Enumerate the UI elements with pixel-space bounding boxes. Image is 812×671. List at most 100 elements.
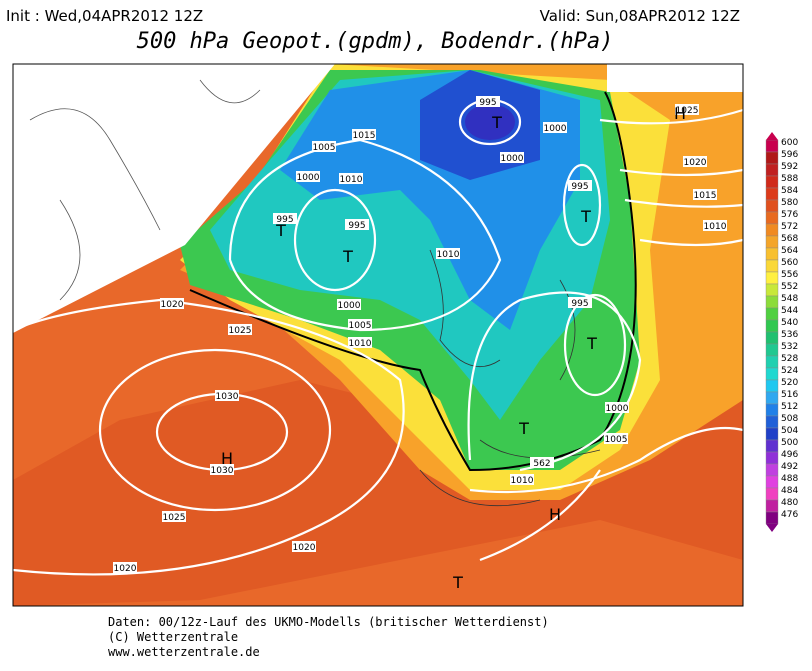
isobar-label-box [683,156,707,167]
isobar-label: 1000 [338,301,361,311]
colorbar-label: 476 [781,510,798,520]
colorbar-cell [765,163,779,177]
colorbar-cell [765,475,779,489]
isobar-label-box [568,297,592,308]
colorbar-label: 496 [781,450,798,460]
colorbar-cell [765,391,779,405]
outside-domain [607,64,743,92]
colorbar-label: 600 [781,138,798,148]
colorbar-cell [765,511,779,525]
isobar-label-box [675,104,699,115]
pressure-center: T [452,573,463,592]
colorbar-label: 544 [781,306,798,316]
map-frame [12,63,744,607]
isobar-label-box [510,474,534,485]
isobar-label-box [210,464,234,475]
isobar-label: 1005 [313,143,336,153]
colorbar-cell [765,139,779,153]
colorbar-label: 556 [781,270,798,280]
isobar-label-box [345,219,369,230]
colorbar-label: 500 [781,438,798,448]
colorbar-label: 516 [781,390,798,400]
colorbar-label: 560 [781,258,798,268]
pressure-center: T [275,221,286,240]
isobar-label: 1000 [606,404,629,414]
colorbar-cell [765,211,779,225]
pressure-center: T [586,334,597,353]
isobar-label: 995 [348,221,365,231]
isobar-label: 562 [533,459,550,469]
isobar-label-box [500,152,524,163]
colorbar-cell [765,451,779,465]
colorbar-label: 492 [781,462,798,472]
isobar-label-box [604,433,628,444]
colorbar-cell [765,403,779,417]
colorbar-tip [766,132,778,140]
colorbar-label: 540 [781,318,798,328]
isobar-label: 1000 [297,173,320,183]
isobar-label: 1010 [511,476,534,486]
pressure-center: H [549,505,561,524]
colorbar-cell [765,175,779,189]
colorbar-cell [765,307,779,321]
colorbar-label: 536 [781,330,798,340]
isobar-label: 1020 [114,564,137,574]
colorbar-cell [765,463,779,477]
valid-time: Valid: Sun,08APR2012 12Z [540,7,740,25]
colorbar-cell [765,427,779,441]
colorbar-cell [765,235,779,249]
colorbar-label: 596 [781,150,798,160]
isobar-label: 995 [571,299,588,309]
colorbar-label: 488 [781,474,798,484]
colorbar-cell [765,343,779,357]
isobar-label-box [312,141,336,152]
colorbar-cell [765,223,779,237]
isobar-label-box [693,189,717,200]
pressure-center: T [518,419,529,438]
isobar-label: 1020 [684,158,707,168]
colorbar-cell [765,439,779,453]
isobar-label-box [292,541,316,552]
colorbar-label: 584 [781,186,798,196]
colorbar-label: 576 [781,210,798,220]
isobar-label: 1030 [216,392,239,402]
isobar-label-box [337,299,361,310]
zone-core [465,104,515,140]
isobar-label: 1005 [605,435,628,445]
map: 995 1000 1000 1015 1005 1010 1000 995 995 995 1010… [12,63,744,607]
colorbar-label: 572 [781,222,798,232]
isobar-label: 1015 [694,191,717,201]
colorbar-label: 528 [781,354,798,364]
isobar-label: 1025 [163,513,186,523]
colorbar-label: 508 [781,414,798,424]
isobar-label: 1010 [704,222,727,232]
isobar-label: 1010 [340,175,363,185]
isobar-label-box [162,511,186,522]
colorbar-cell [765,283,779,297]
isobar-label-box [296,171,320,182]
coastline [29,79,261,301]
isobar-label-box [273,213,297,224]
colorbar-label: 580 [781,198,798,208]
footer-line: www.wetterzentrale.de [108,645,260,659]
colorbar-cell [765,379,779,393]
isobar-label: 1010 [349,339,372,349]
isobar-label-box [348,337,372,348]
pressure-center: H [221,449,233,468]
init-time: Init : Wed,04APR2012 12Z [6,7,203,25]
colorbar-cell [765,415,779,429]
colorbar-label: 484 [781,486,798,496]
isobar-label: 1020 [161,300,184,310]
colorbar-label: 504 [781,426,798,436]
colorbar-cell [765,319,779,333]
isobar-label-box [703,220,727,231]
colorbar-cell [765,151,779,165]
footer-line: (C) Wetterzentrale [108,630,238,644]
isobar-label: 995 [479,98,496,108]
colorbar-label: 564 [781,246,798,256]
colorbar-label: 588 [781,174,798,184]
colorbar-cell [765,499,779,513]
isobar-label-box [339,173,363,184]
isobar-label: 1020 [293,543,316,553]
